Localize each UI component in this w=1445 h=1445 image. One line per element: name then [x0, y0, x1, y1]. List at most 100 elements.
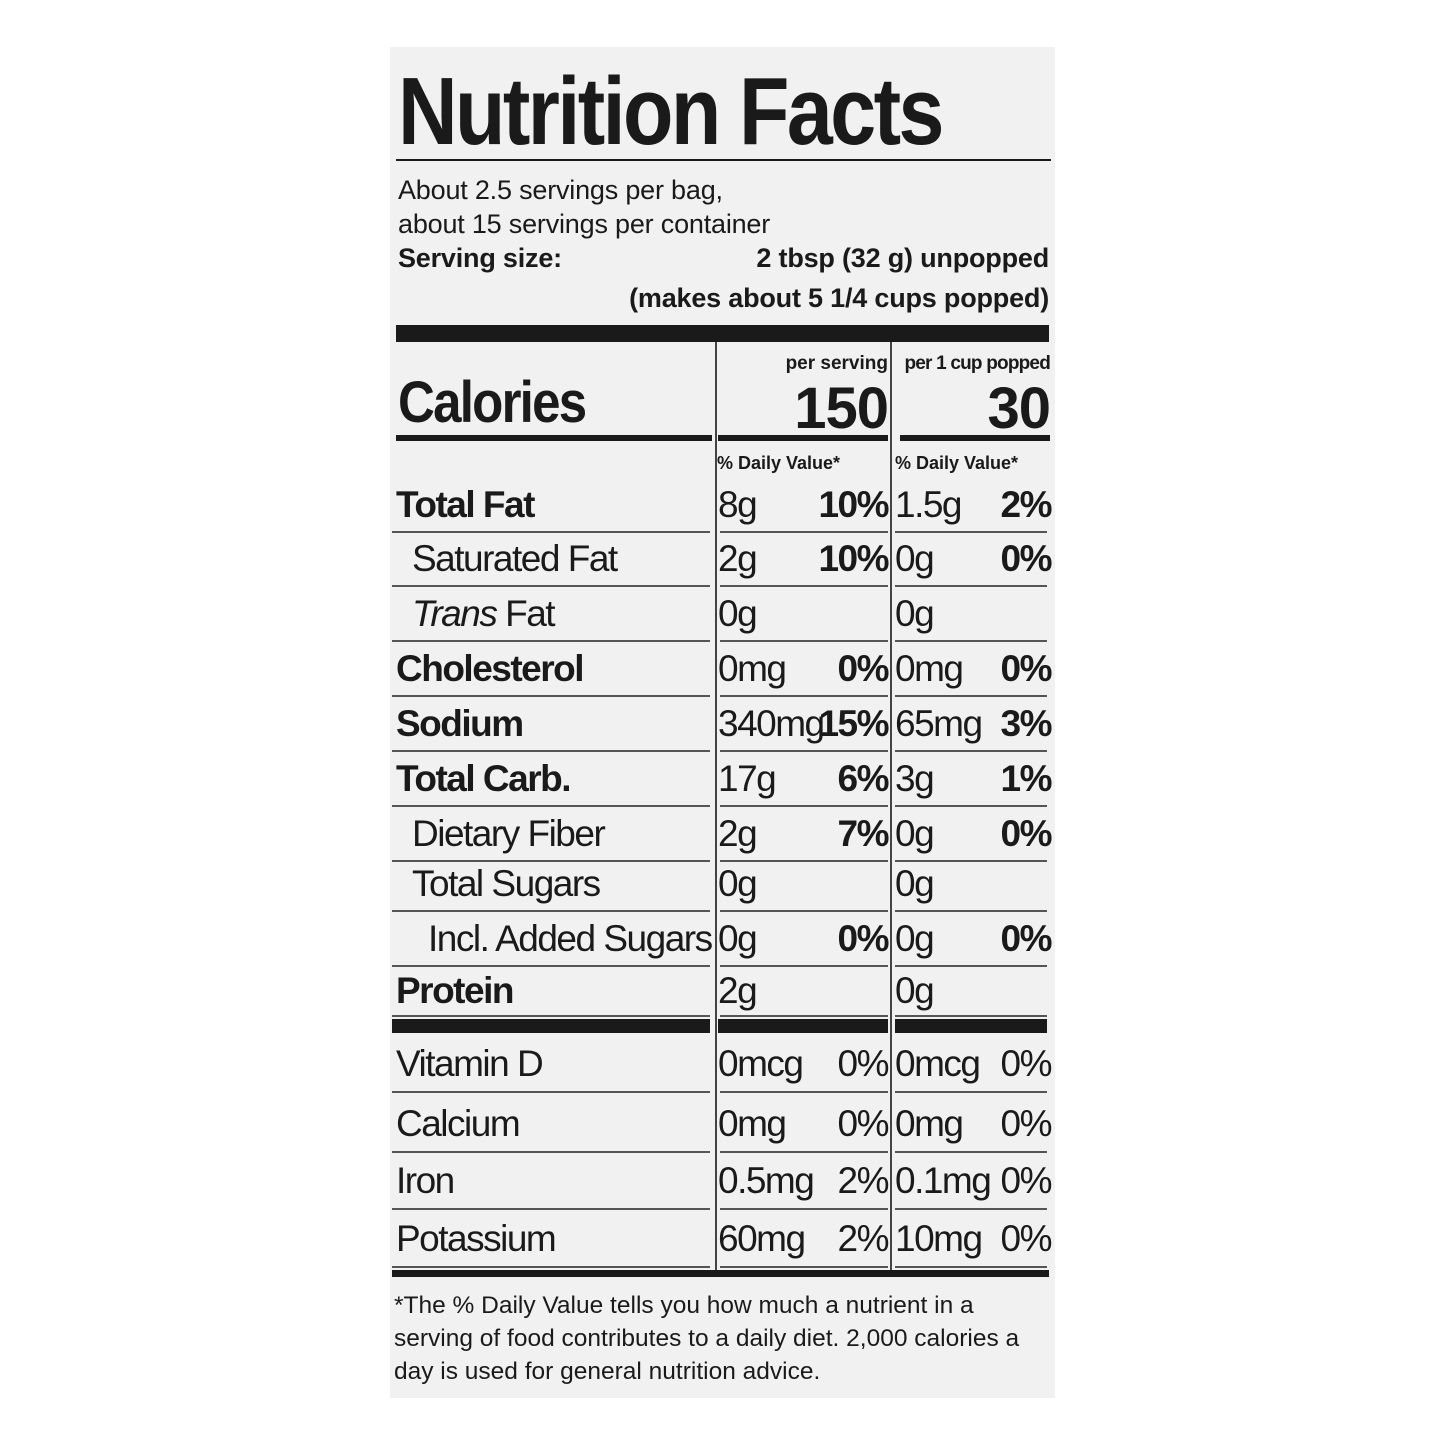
thick-divider	[396, 325, 1049, 342]
row-divider	[392, 1151, 710, 1153]
amount-per-serving: 2g	[718, 538, 758, 579]
dv-per-serving: 10%	[818, 484, 889, 525]
nutrient-name-text: Total Sugars	[412, 863, 601, 904]
row-divider	[392, 860, 710, 862]
vitamin-row: Potassium 60mg 2% 10mg 0%	[390, 1212, 1055, 1268]
row-divider	[720, 750, 888, 752]
nutrient-name-text: Total Fat	[396, 484, 535, 525]
dv-per-cup: 0%	[1000, 1043, 1053, 1084]
nutrient-row: Incl. Added Sugars 0g 0% 0g 0%	[390, 913, 1055, 967]
divider	[396, 435, 712, 441]
dv-per-serving: 0%	[837, 648, 890, 689]
row-divider	[895, 805, 1047, 807]
nutrient-name-text: Iron	[396, 1160, 455, 1201]
calories-per-cup: 30	[987, 376, 1051, 441]
serving-size-label: Serving size:	[398, 243, 562, 273]
row-divider	[392, 1266, 710, 1268]
nutrient-name: Sodium	[396, 698, 524, 750]
amount-per-serving: 340mg	[718, 703, 825, 744]
amount-per-serving: 0g	[718, 918, 758, 959]
dv-per-cup: 0%	[1000, 813, 1053, 854]
amount-per-serving: 0g	[718, 593, 758, 634]
amount-per-serving: 0mg	[718, 648, 787, 689]
row-divider	[720, 531, 888, 533]
nutrient-name: Saturated Fat	[412, 533, 618, 585]
calories-per-serving: 150	[794, 376, 889, 441]
amount-per-cup: 0g	[895, 813, 935, 854]
nutrient-row: Protein 2g 0g	[390, 967, 1055, 1017]
row-divider	[392, 805, 710, 807]
row-divider	[720, 640, 888, 642]
servings-per-bag: About 2.5 servings per bag,	[398, 175, 723, 205]
nutrient-name-text: Total Carb.	[396, 758, 572, 799]
nutrient-row: Sodium 340mg 15% 65mg 3%	[390, 698, 1055, 752]
dv-per-serving: 7%	[837, 813, 890, 854]
dv-per-serving: 0%	[837, 918, 890, 959]
row-divider	[392, 695, 710, 697]
row-divider	[392, 910, 710, 912]
row-divider	[720, 1151, 888, 1153]
amount-per-cup: 0mg	[895, 1103, 964, 1144]
row-divider	[720, 585, 888, 587]
dv-per-cup: 1%	[1000, 758, 1053, 799]
row-divider	[895, 640, 1047, 642]
row-divider	[720, 965, 888, 967]
row-divider	[392, 531, 710, 533]
row-divider	[392, 1015, 710, 1017]
dv-per-serving: 2%	[837, 1160, 890, 1201]
nutrient-name-text: Protein	[396, 970, 514, 1011]
label-title: Nutrition Facts	[398, 58, 944, 165]
footnote: *The % Daily Value tells you how much a …	[394, 1292, 1020, 1385]
amount-per-cup: 3g	[895, 758, 935, 799]
row-divider	[895, 750, 1047, 752]
vitamin-row: Iron 0.5mg 2% 0.1mg 0%	[390, 1154, 1055, 1210]
row-divider	[720, 805, 888, 807]
row-divider	[392, 965, 710, 967]
serving-size-value: 2 tbsp (32 g) unpopped	[756, 243, 1049, 273]
amount-per-cup: 0.1mg	[895, 1160, 992, 1201]
row-divider	[720, 1091, 888, 1093]
per-cup-header: per 1 cup popped	[904, 353, 1050, 374]
nutrient-name-italic: Trans	[412, 593, 498, 634]
nutrient-name: Iron	[396, 1154, 455, 1208]
nutrient-name-text: Incl. Added Sugars	[428, 918, 713, 959]
dv-header-1: % Daily Value*	[717, 453, 841, 473]
row-divider	[895, 1015, 1047, 1017]
divider	[718, 435, 888, 441]
thick-divider	[718, 1019, 888, 1033]
dv-per-cup: 2%	[1000, 484, 1053, 525]
nutrient-row: Trans Fat 0g 0g	[390, 588, 1055, 642]
nutrient-name: Potassium	[396, 1212, 557, 1266]
amount-per-serving: 17g	[718, 758, 777, 799]
amount-per-cup: 0g	[895, 918, 935, 959]
amount-per-serving: 8g	[718, 484, 758, 525]
row-divider	[895, 1151, 1047, 1153]
row-divider	[720, 1266, 888, 1268]
amount-per-cup: 0mcg	[895, 1043, 981, 1084]
row-divider	[895, 1091, 1047, 1093]
row-divider	[895, 910, 1047, 912]
servings-per-container: about 15 servings per container	[398, 209, 771, 239]
dv-header-2: % Daily Value*	[895, 453, 1019, 473]
row-divider	[720, 1208, 888, 1210]
dv-per-cup: 0%	[1000, 918, 1053, 959]
amount-per-serving: 2g	[718, 813, 758, 854]
row-divider	[392, 1208, 710, 1210]
nutrient-name-text: Sodium	[396, 703, 524, 744]
nutrient-name: Incl. Added Sugars	[428, 913, 713, 965]
row-divider	[720, 1015, 888, 1017]
row-divider	[392, 750, 710, 752]
nutrient-row: Total Fat 8g 10% 1.5g 2%	[390, 479, 1055, 533]
dv-per-cup: 0%	[1000, 1160, 1053, 1201]
nutrient-name-text: Calcium	[396, 1103, 521, 1144]
nutrient-row: Total Sugars 0g 0g	[390, 858, 1055, 912]
nutrient-name: Cholesterol	[396, 643, 585, 695]
dv-per-cup: 0%	[1000, 1103, 1053, 1144]
amount-per-cup: 65mg	[895, 703, 983, 744]
row-divider	[895, 965, 1047, 967]
dv-per-cup: 3%	[1000, 703, 1053, 744]
divider	[900, 435, 1050, 441]
row-divider	[895, 695, 1047, 697]
nutrient-name: Total Sugars	[412, 858, 601, 910]
thick-divider	[392, 1270, 1049, 1277]
